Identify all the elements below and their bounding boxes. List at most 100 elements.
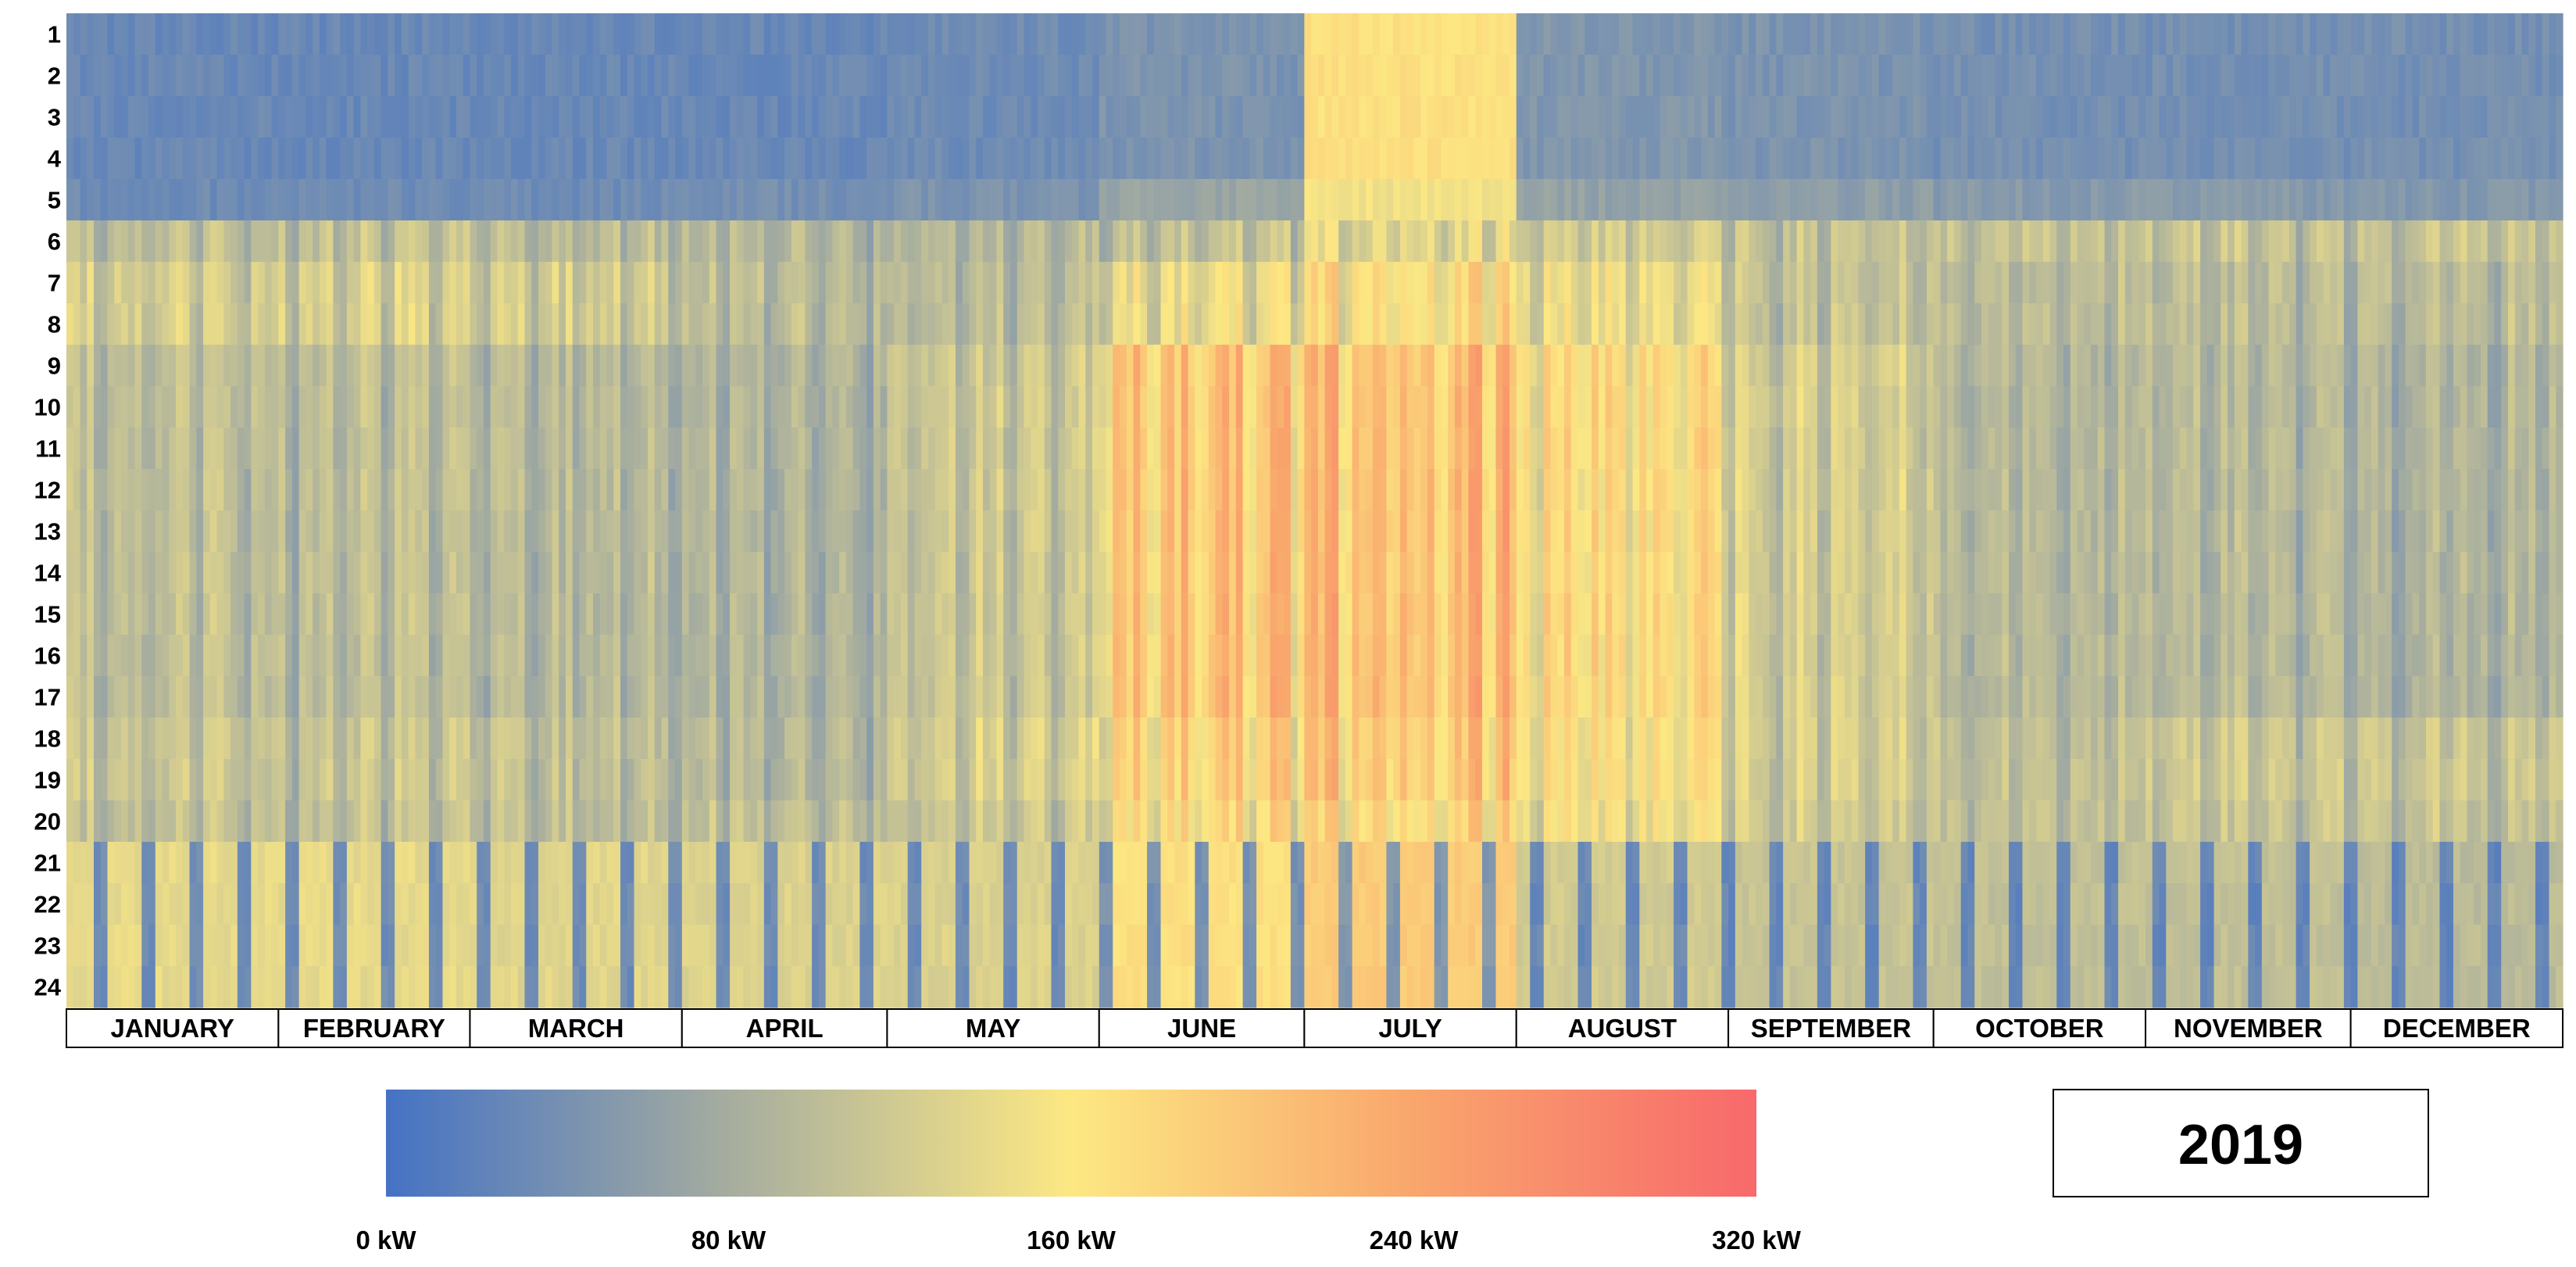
heatmap-cell xyxy=(709,510,717,553)
heatmap-cell xyxy=(531,262,539,304)
heatmap-cell xyxy=(1441,800,1449,843)
heatmap-cell xyxy=(969,55,977,97)
heatmap-cell xyxy=(264,345,273,387)
heatmap-cell xyxy=(566,262,573,304)
heatmap-cell xyxy=(1113,552,1120,594)
heatmap-cell xyxy=(463,96,471,138)
heatmap-cell xyxy=(326,469,334,511)
heatmap-cell xyxy=(1085,428,1093,470)
heatmap-cell xyxy=(1024,842,1031,884)
heatmap-cell xyxy=(1345,759,1353,801)
heatmap-cell xyxy=(353,428,361,470)
heatmap-cell xyxy=(1092,510,1100,553)
heatmap-cell xyxy=(962,303,970,345)
heatmap-cell xyxy=(176,55,184,97)
heatmap-cell xyxy=(182,800,191,843)
heatmap-cell xyxy=(1106,966,1113,1008)
heatmap-cell xyxy=(196,55,204,97)
heatmap-cell xyxy=(921,138,929,180)
heatmap-cell xyxy=(934,55,943,97)
heatmap-cell xyxy=(463,676,471,718)
heatmap-cell xyxy=(141,842,149,884)
heatmap-cell xyxy=(94,552,102,594)
heatmap-cell xyxy=(73,220,81,263)
heatmap-cell xyxy=(73,842,81,884)
heatmap-cell xyxy=(545,925,553,967)
heatmap-cell xyxy=(1406,345,1415,387)
heatmap-cell xyxy=(839,138,847,180)
heatmap-cell xyxy=(579,676,587,718)
heatmap-cell xyxy=(504,718,512,760)
heatmap-cell xyxy=(1037,13,1045,55)
heatmap-cell xyxy=(1078,800,1086,843)
heatmap-cell xyxy=(114,800,122,843)
heatmap-cell xyxy=(989,635,998,677)
heatmap-cell xyxy=(887,593,895,635)
heatmap-cell xyxy=(798,510,806,553)
heatmap-cell xyxy=(1106,55,1113,97)
heatmap-cell xyxy=(196,966,204,1008)
heatmap-cell xyxy=(661,386,669,428)
heatmap-cell xyxy=(1044,676,1052,718)
heatmap-cell xyxy=(127,469,136,511)
heatmap-cell xyxy=(1448,800,1456,843)
heatmap-cell xyxy=(839,179,847,221)
heatmap-cell xyxy=(415,386,423,428)
heatmap-cell xyxy=(770,842,778,884)
heatmap-cell xyxy=(723,552,731,594)
heatmap-cell xyxy=(723,138,731,180)
heatmap-cell xyxy=(593,386,601,428)
heatmap-cell xyxy=(388,552,395,594)
heatmap-cell xyxy=(408,469,416,511)
heatmap-cell xyxy=(873,96,881,138)
heatmap-cell xyxy=(1413,179,1421,221)
heatmap-cell xyxy=(1147,552,1155,594)
heatmap-cell xyxy=(319,552,327,594)
heatmap-cell xyxy=(989,262,998,304)
heatmap-cell xyxy=(121,96,129,138)
heatmap-cell xyxy=(880,676,888,718)
heatmap-cell xyxy=(1331,138,1339,180)
heatmap-cell xyxy=(148,842,156,884)
heatmap-cell xyxy=(989,676,998,718)
heatmap-cell xyxy=(1324,925,1332,967)
heatmap-cell xyxy=(723,842,731,884)
heatmap-cell xyxy=(463,510,471,553)
heatmap-cell xyxy=(477,676,484,718)
heatmap-cell xyxy=(969,469,977,511)
heatmap-cell xyxy=(463,13,471,55)
heatmap-cell xyxy=(264,55,273,97)
heatmap-cell xyxy=(1359,635,1367,677)
heatmap-cell xyxy=(319,635,327,677)
heatmap-cell xyxy=(613,593,621,635)
heatmap-cell xyxy=(422,552,430,594)
heatmap-cell xyxy=(907,13,916,55)
heatmap-cell xyxy=(606,883,614,925)
heatmap-cell xyxy=(1160,138,1168,180)
heatmap-cell xyxy=(401,55,409,97)
heatmap-cell xyxy=(579,55,587,97)
heatmap-cell xyxy=(1448,303,1456,345)
heatmap-cell xyxy=(982,552,991,594)
heatmap-cell xyxy=(278,676,286,718)
heatmap-cell xyxy=(1284,469,1292,511)
heatmap-cell xyxy=(716,635,723,677)
heatmap-cell xyxy=(1024,925,1031,967)
heatmap-cell xyxy=(1133,883,1141,925)
heatmap-cell xyxy=(504,883,512,925)
heatmap-cell xyxy=(681,469,690,511)
heatmap-cell xyxy=(1181,759,1189,801)
heatmap-cell xyxy=(1009,635,1018,677)
heatmap-cell xyxy=(435,552,444,594)
heatmap-cell xyxy=(415,800,423,843)
heatmap-cell xyxy=(941,718,949,760)
heatmap-cell xyxy=(1468,303,1476,345)
heatmap-cell xyxy=(1051,220,1059,263)
heatmap-cell xyxy=(1078,593,1086,635)
heatmap-cell xyxy=(552,345,559,387)
heatmap-cell xyxy=(1331,179,1339,221)
heatmap-cell xyxy=(1270,13,1277,55)
heatmap-cell xyxy=(189,925,197,967)
heatmap-cell xyxy=(415,220,423,263)
heatmap-cell xyxy=(845,593,854,635)
